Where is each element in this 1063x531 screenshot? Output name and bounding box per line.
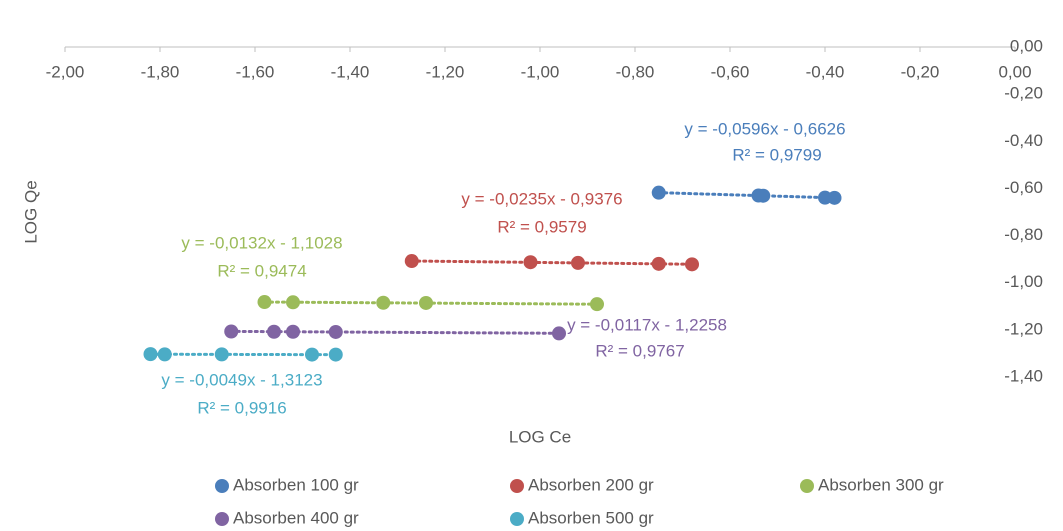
- trendline: [263, 300, 599, 306]
- point: [224, 324, 239, 339]
- y-tick-label: -0,40: [1004, 131, 1043, 150]
- legend-label: Absorben 100 gr: [233, 475, 359, 494]
- y-axis-label: LOG Qe: [21, 180, 40, 243]
- y-tick-label: -1,40: [1004, 366, 1043, 385]
- trendline: [410, 259, 694, 266]
- trendline-equation: y = -0,0132x - 1,1028: [181, 233, 342, 252]
- y-tick-label: -1,20: [1004, 319, 1043, 338]
- trendline: [229, 329, 561, 335]
- x-tick-label: -1,00: [521, 62, 560, 81]
- x-tick-label: 0,00: [998, 62, 1031, 81]
- x-tick-label: -1,80: [141, 62, 180, 81]
- point: [305, 347, 319, 362]
- legend-marker: [215, 512, 229, 526]
- point: [651, 256, 666, 271]
- point: [143, 347, 158, 362]
- point: [552, 326, 566, 341]
- legend-label: Absorben 400 gr: [233, 508, 359, 527]
- legend-marker: [800, 479, 814, 493]
- point: [257, 295, 272, 310]
- x-axis-label: LOG Ce: [509, 427, 571, 446]
- trendline-equation: y = -0,0049x - 1,3123: [161, 370, 322, 389]
- point: [419, 295, 433, 310]
- trendline-r2: R² = 0,9916: [197, 398, 286, 417]
- legend-label: Absorben 200 gr: [528, 475, 654, 494]
- legend-marker: [510, 512, 524, 526]
- point: [328, 324, 343, 339]
- point: [651, 185, 666, 200]
- y-tick-label: -1,00: [1004, 272, 1043, 291]
- y-tick-label: -0,20: [1004, 84, 1043, 103]
- y-tick-label: -0,80: [1004, 225, 1043, 244]
- x-tick-label: -2,00: [46, 62, 85, 81]
- point: [267, 324, 281, 339]
- point: [214, 347, 229, 362]
- point: [286, 324, 300, 339]
- trendline-equation: y = -0,0596x - 0,6626: [684, 119, 845, 138]
- trendline-r2: R² = 0,9799: [732, 145, 821, 164]
- x-tick-label: -1,60: [236, 62, 275, 81]
- x-tick-label: -0,60: [711, 62, 750, 81]
- point: [376, 295, 391, 310]
- x-tick-label: -1,20: [426, 62, 465, 81]
- x-tick-label: -1,40: [331, 62, 370, 81]
- point: [571, 255, 585, 270]
- legend-marker: [510, 479, 524, 493]
- point: [827, 190, 842, 205]
- trendline: [657, 191, 836, 200]
- point: [157, 347, 172, 362]
- trendline-r2: R² = 0,9579: [497, 217, 586, 236]
- legend-label: Absorben 300 gr: [818, 475, 944, 494]
- point: [404, 254, 419, 269]
- point: [756, 188, 771, 203]
- point: [685, 257, 699, 272]
- legend-label: Absorben 500 gr: [528, 508, 654, 527]
- legend-marker: [215, 479, 229, 493]
- point: [590, 297, 604, 312]
- trendline-r2: R² = 0,9767: [595, 341, 684, 360]
- y-tick-label: 0,00: [1010, 36, 1043, 55]
- trendline-r2: R² = 0,9474: [217, 261, 306, 280]
- trendline-equation: y = -0,0117x - 1,2258: [567, 315, 727, 334]
- point: [286, 295, 300, 310]
- y-tick-label: -0,60: [1004, 178, 1043, 197]
- x-tick-label: -0,20: [901, 62, 940, 81]
- point: [328, 347, 343, 362]
- x-tick-label: -0,40: [806, 62, 845, 81]
- point: [523, 255, 538, 270]
- trendline-equation: y = -0,0235x - 0,9376: [461, 189, 622, 208]
- x-tick-label: -0,80: [616, 62, 655, 81]
